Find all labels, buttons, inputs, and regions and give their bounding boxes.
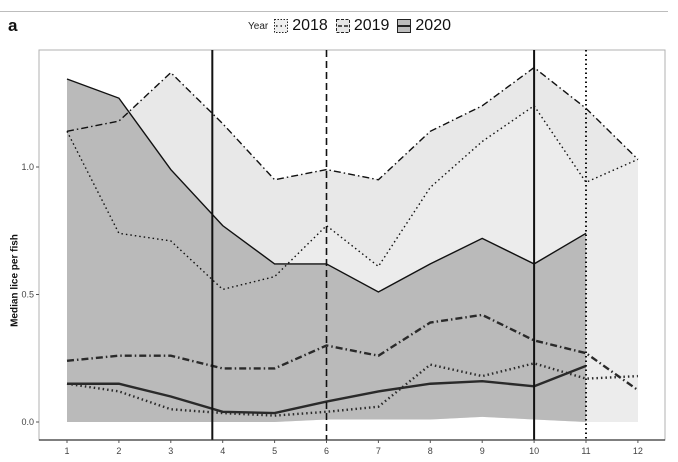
y-tick-label: 1.0 bbox=[21, 162, 34, 172]
y-axis-title: Median lice per fish bbox=[9, 234, 21, 327]
x-tick-label: 9 bbox=[480, 446, 485, 456]
legend-key-2019 bbox=[335, 19, 350, 33]
upper-line-2019 bbox=[66, 66, 639, 181]
legend-key-2018 bbox=[274, 19, 289, 33]
legend-label-2018: 2018 bbox=[292, 17, 328, 34]
legend: Year 2018 2019 2020 bbox=[248, 17, 455, 35]
legend-title: Year bbox=[248, 20, 269, 32]
panel-label: a bbox=[8, 16, 18, 35]
median-line-2019 bbox=[66, 313, 639, 392]
x-tick-label: 3 bbox=[168, 446, 173, 456]
median-line-2018 bbox=[66, 362, 638, 417]
y-tick-label: 0.5 bbox=[21, 290, 34, 300]
x-tick-label: 5 bbox=[272, 446, 277, 456]
x-tick-label: 10 bbox=[529, 446, 539, 456]
ribbon-2020 bbox=[67, 79, 586, 423]
upper-line-2018 bbox=[66, 104, 639, 291]
x-tick-label: 8 bbox=[428, 446, 433, 456]
x-tick-label: 6 bbox=[324, 446, 329, 456]
x-tick-label: 11 bbox=[581, 446, 590, 456]
y-tick-label: 0.0 bbox=[21, 417, 34, 427]
legend-label-2019: 2019 bbox=[353, 17, 390, 34]
median-line-2020 bbox=[67, 364, 587, 415]
legend-label-2020: 2020 bbox=[415, 17, 451, 34]
x-tick-label: 7 bbox=[376, 446, 381, 456]
x-tick-label: 1 bbox=[64, 446, 69, 456]
top-rule bbox=[0, 11, 668, 12]
x-tick-label: 2 bbox=[116, 446, 121, 456]
x-tick-label: 4 bbox=[220, 446, 225, 456]
legend-key-2020 bbox=[397, 19, 412, 33]
x-tick-label: 12 bbox=[633, 446, 643, 456]
